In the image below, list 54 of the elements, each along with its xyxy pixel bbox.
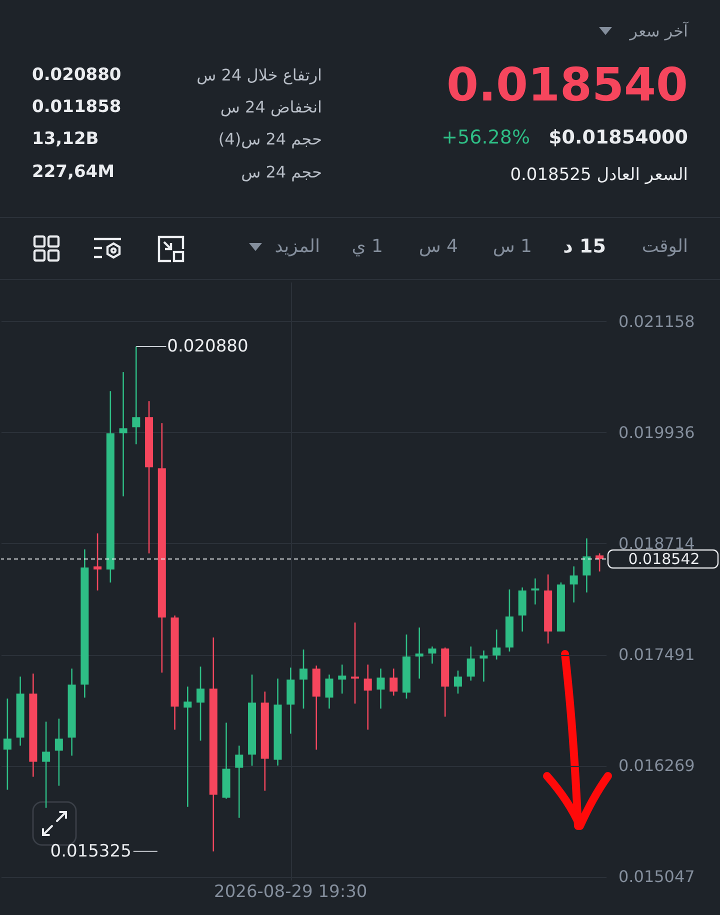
annotation: 0.020880 (167, 336, 248, 357)
text: 227,64M (32, 162, 115, 182)
candlestick (338, 664, 346, 694)
candlestick (184, 686, 192, 808)
candlestick (42, 721, 50, 808)
candlestick (235, 745, 244, 818)
text: المزيد (274, 236, 320, 258)
annotation: 0.015325 (50, 841, 132, 862)
text: الوقت (642, 236, 688, 258)
text: 0.011858 (32, 96, 122, 118)
candlestick (364, 664, 372, 730)
candlestick (300, 648, 308, 710)
candlestick (582, 538, 591, 594)
candlestick (428, 646, 436, 664)
candlestick (54, 718, 63, 786)
candlestick (196, 666, 205, 742)
candlestick (350, 622, 359, 704)
candlestick (132, 346, 140, 445)
candlestick (454, 670, 462, 694)
y-tick-label: 0.017491 (618, 645, 695, 664)
text: 1 ي (352, 236, 383, 258)
text: حجم 24 س (241, 162, 322, 182)
text: حجم 24 س(4) (218, 129, 322, 149)
text: ارتفاع خلال 24 س (196, 65, 322, 85)
candlestick (466, 646, 475, 682)
text: 0.018540 (446, 57, 688, 113)
text: 4 س (418, 236, 458, 258)
text: 0.020880 (32, 64, 122, 86)
candlestick (3, 698, 12, 790)
ref-line-label: 0.018542 (628, 550, 700, 568)
y-tick-label: 0.016269 (618, 756, 695, 776)
text: السعر العادل 0.018525 (510, 164, 688, 186)
text: آخر سعر (630, 21, 688, 41)
candlestick (376, 668, 385, 710)
candlestick (480, 650, 488, 682)
text: 13,12B (32, 128, 99, 150)
y-tick-label: 0.015047 (618, 867, 695, 886)
candlestick (94, 532, 102, 592)
y-tick-label: 0.019936 (618, 422, 695, 442)
candlestick (119, 371, 128, 497)
text: 15 د (563, 236, 606, 258)
text: 1 س (492, 236, 532, 258)
candlestick (492, 628, 501, 660)
text: +56.28% (442, 126, 530, 150)
candlestick (570, 566, 578, 604)
text: $0.01854000 (548, 126, 688, 150)
candlestick (390, 668, 398, 696)
candlestick (531, 578, 540, 606)
candlestick (415, 626, 424, 680)
candlestick (325, 674, 334, 710)
text: انخفاض 24 س (220, 97, 322, 117)
text: 2026-08-29 19:30 (214, 882, 368, 902)
y-tick-label: 0.021158 (618, 312, 695, 331)
y-tick-label: 0.018714 (618, 534, 695, 553)
